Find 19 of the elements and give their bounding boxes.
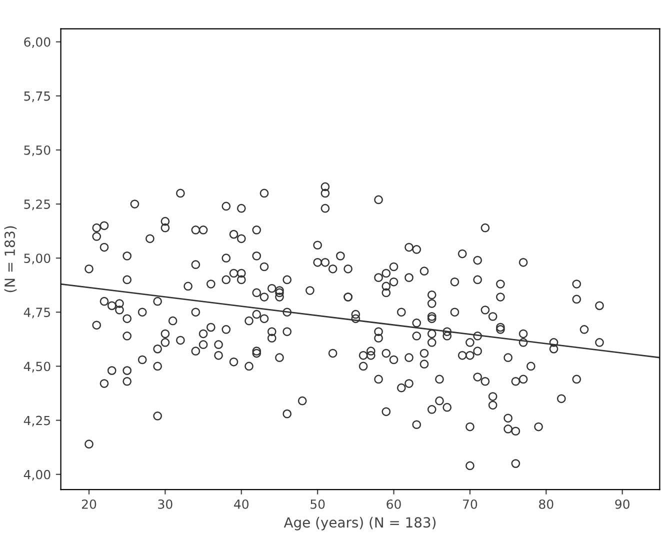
x-tick-label: 80 (539, 499, 554, 509)
y-tick-label: 6,00 (24, 37, 50, 48)
x-tick-label: 50 (310, 499, 325, 509)
x-tick-label: 40 (234, 499, 249, 509)
y-tick-label: 4,50 (24, 362, 50, 372)
x-tick-label: 90 (615, 499, 630, 509)
y-tick-label: 5,50 (24, 145, 50, 156)
x-tick-label: 60 (386, 499, 401, 509)
y-tick-label: 4,00 (24, 470, 50, 481)
y-tick-label: 4,25 (24, 416, 50, 427)
y-tick-label: 5,00 (24, 254, 50, 264)
y-tick-label: 4,75 (24, 308, 50, 318)
x-tick-label: 70 (463, 499, 478, 509)
y-tick-label: 5,25 (24, 200, 50, 210)
x-tick-label: 30 (158, 499, 172, 509)
x-axis-title: Age (years) (N = 183) (284, 516, 436, 530)
y-tick-label: 5,75 (24, 92, 50, 102)
x-tick-label: 20 (82, 499, 96, 509)
y-axis-title: (N = 183) (4, 226, 17, 292)
